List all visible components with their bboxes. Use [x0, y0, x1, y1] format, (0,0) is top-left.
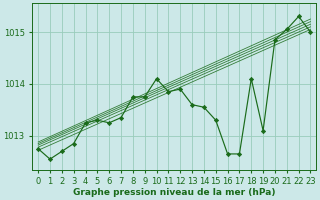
- X-axis label: Graphe pression niveau de la mer (hPa): Graphe pression niveau de la mer (hPa): [73, 188, 276, 197]
